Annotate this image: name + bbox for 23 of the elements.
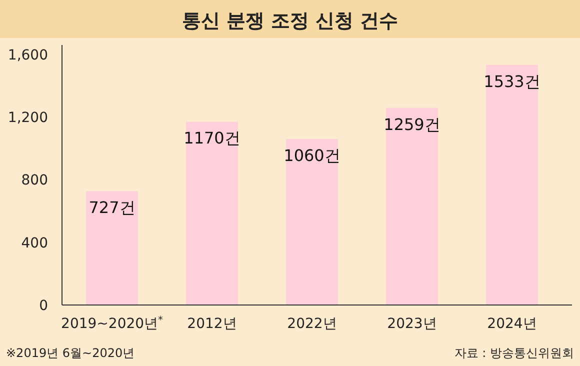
y-tick-label: 0 — [39, 298, 48, 314]
data-label: 1170건 — [184, 128, 240, 148]
data-label: 727건 — [88, 198, 136, 218]
x-tick-label: 2019~2020년$^{*}$ — [61, 314, 164, 332]
y-tick-label: 400 — [21, 235, 48, 252]
text: ※2019년 6월~2020년 — [6, 346, 135, 360]
chart-title: 통신 분쟁 조정 신청 건수 — [182, 10, 398, 32]
y-tick-label: 1,600 — [8, 47, 48, 64]
bar — [386, 108, 438, 305]
bar — [486, 64, 538, 305]
text: 자료 : 방송통신위원회 — [454, 346, 574, 360]
y-tick-label: 800 — [21, 172, 48, 189]
x-tick-label: 2023년 — [387, 316, 437, 332]
x-tick-label: 2012년 — [187, 316, 237, 332]
data-label: 1533건 — [484, 72, 540, 91]
bar — [286, 138, 338, 305]
data-label: 1060건 — [284, 146, 340, 165]
data-label: 1259건 — [384, 114, 440, 134]
bar — [186, 122, 238, 305]
y-tick-label: 1,200 — [8, 110, 48, 126]
x-tick-label: 2022년 — [287, 316, 337, 332]
x-tick-label: 2024년 — [487, 316, 537, 332]
bar — [86, 191, 138, 305]
